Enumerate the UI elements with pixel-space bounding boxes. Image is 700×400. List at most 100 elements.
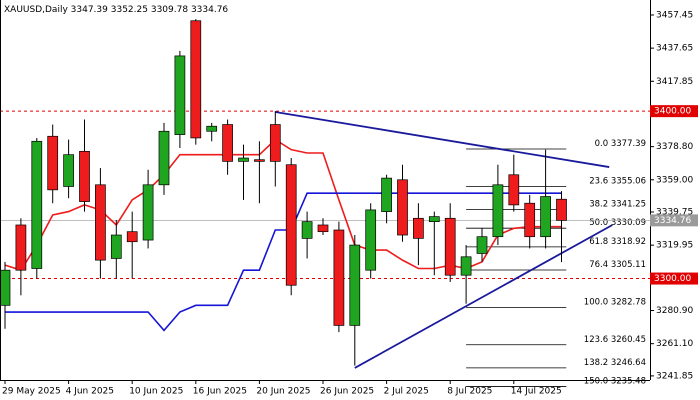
fib-ratio: 76.4	[589, 260, 608, 270]
fib-label: 138.2 3246.64	[584, 357, 646, 367]
y-tick-label: 3457.45	[656, 10, 693, 20]
fib-ratio: 123.6	[584, 334, 608, 344]
y-tick-label: 3280.90	[656, 306, 693, 316]
trendline	[275, 111, 610, 168]
candle-body	[15, 224, 27, 271]
x-tick-label: 16 Jun 2025	[193, 387, 247, 397]
x-tick-label: 8 Jul 2025	[447, 387, 492, 397]
y-tick-label: 3241.85	[656, 371, 693, 381]
candle-body	[269, 124, 281, 162]
fib-label: 38.2 3341.25	[589, 199, 646, 209]
chart-header: XAUUSD,Daily 3347.39 3352.25 3309.78 333…	[4, 5, 228, 15]
current-price-tag	[650, 214, 698, 227]
fib-price: 3355.06	[611, 176, 646, 186]
candle-body	[79, 150, 90, 202]
fib-label: 100.0 3282.78	[584, 297, 646, 307]
fib-label: 150.0 3235.48	[584, 376, 646, 386]
fib-price: 3305.11	[611, 260, 646, 270]
y-tick-label: 3417.85	[656, 77, 693, 87]
plot-area: 0.0 3377.39 23.6 3355.06 38.2 3341.25 50.0 …	[0, 19, 650, 387]
candle-body	[556, 198, 567, 221]
header-high: 3352.25	[111, 5, 148, 15]
indicator-line	[5, 192, 562, 332]
y-tick-label: 3339.75	[656, 208, 693, 218]
fib-price: 3318.92	[611, 236, 646, 246]
candle-body	[524, 202, 536, 238]
candle-body	[142, 184, 154, 241]
y-tick-label: 3261.10	[656, 339, 693, 349]
candle-body	[397, 179, 408, 236]
fib-ratio: 100.0	[584, 297, 608, 307]
fib-price: 3377.39	[611, 139, 646, 149]
fib-label: 61.8 3318.92	[589, 236, 646, 246]
y-tick-label: 3378.80	[656, 142, 693, 152]
candle-body	[110, 234, 122, 259]
candle-body	[126, 231, 138, 243]
candle-body	[95, 184, 106, 261]
candle-body	[381, 177, 392, 212]
candle-body	[238, 157, 249, 162]
level-tag	[650, 272, 698, 285]
candle-body	[301, 221, 313, 239]
fib-ratio: 150.0	[584, 376, 608, 386]
fib-label: 50.0 3330.09	[589, 218, 646, 228]
candle-body	[206, 125, 218, 132]
candle-body	[254, 159, 265, 162]
x-tick-label: 20 Jun 2025	[256, 387, 310, 397]
candle-body	[174, 55, 186, 135]
fib-label: 23.6 3355.06	[589, 176, 646, 186]
fib-ratio: 0.0	[595, 139, 609, 149]
candle-body	[428, 216, 440, 222]
candle-body	[222, 124, 233, 162]
candle-body	[413, 217, 424, 239]
level-tag	[650, 105, 698, 118]
candle-body	[190, 20, 202, 139]
candle-body	[333, 229, 345, 326]
x-tick-label: 2 Jul 2025	[384, 387, 429, 397]
x-tick-label: 10 Jun 2025	[129, 387, 183, 397]
fib-label: 0.0 3377.39	[595, 139, 646, 149]
candle-body	[31, 140, 43, 269]
candle-body	[476, 236, 488, 254]
y-tick-label: 3359.00	[656, 175, 693, 185]
x-tick-label: 14 Jul 2025	[511, 387, 562, 397]
candle-body	[492, 184, 504, 238]
header-open: 3347.39	[71, 5, 108, 15]
candle-body	[63, 154, 74, 187]
fib-price: 3260.45	[611, 334, 646, 344]
header-close: 3334.76	[191, 5, 228, 15]
trendline	[354, 224, 613, 369]
symbol: XAUUSD,Daily	[4, 5, 68, 15]
candle-body	[158, 130, 170, 186]
x-tick-label: 4 Jun 2025	[66, 387, 114, 397]
x-tick-label: 26 Jun 2025	[320, 387, 374, 397]
current-price-label: 3334.76	[654, 216, 691, 226]
fib-ratio: 50.0	[589, 218, 608, 228]
candle-body	[0, 269, 11, 306]
fib-ratio: 38.2	[589, 199, 608, 209]
fib-price: 3282.78	[611, 297, 646, 307]
y-tick-label: 3319.95	[656, 241, 693, 251]
fib-price: 3246.64	[611, 357, 646, 367]
x-tick-label: 29 May 2025	[2, 387, 61, 397]
candle-body	[317, 224, 329, 233]
fib-ratio: 61.8	[589, 236, 608, 246]
fib-label: 76.4 3305.11	[589, 260, 646, 270]
candle-body	[460, 256, 472, 276]
y-tick-label: 3437.65	[656, 44, 693, 54]
candle-body	[47, 135, 59, 191]
fib-ratio: 23.6	[589, 176, 608, 186]
level-label: 3400.00	[654, 107, 691, 117]
level-label: 3300.00	[654, 274, 691, 284]
candle-body	[444, 217, 456, 276]
candle-body	[349, 244, 361, 326]
fib-ratio: 138.2	[584, 357, 608, 367]
fib-price: 3330.09	[611, 218, 646, 228]
fib-price: 3235.48	[611, 376, 646, 386]
fib-label: 123.6 3260.45	[584, 334, 646, 344]
candle-body	[508, 174, 520, 206]
candle-body	[365, 209, 377, 271]
candle-body	[540, 196, 551, 238]
